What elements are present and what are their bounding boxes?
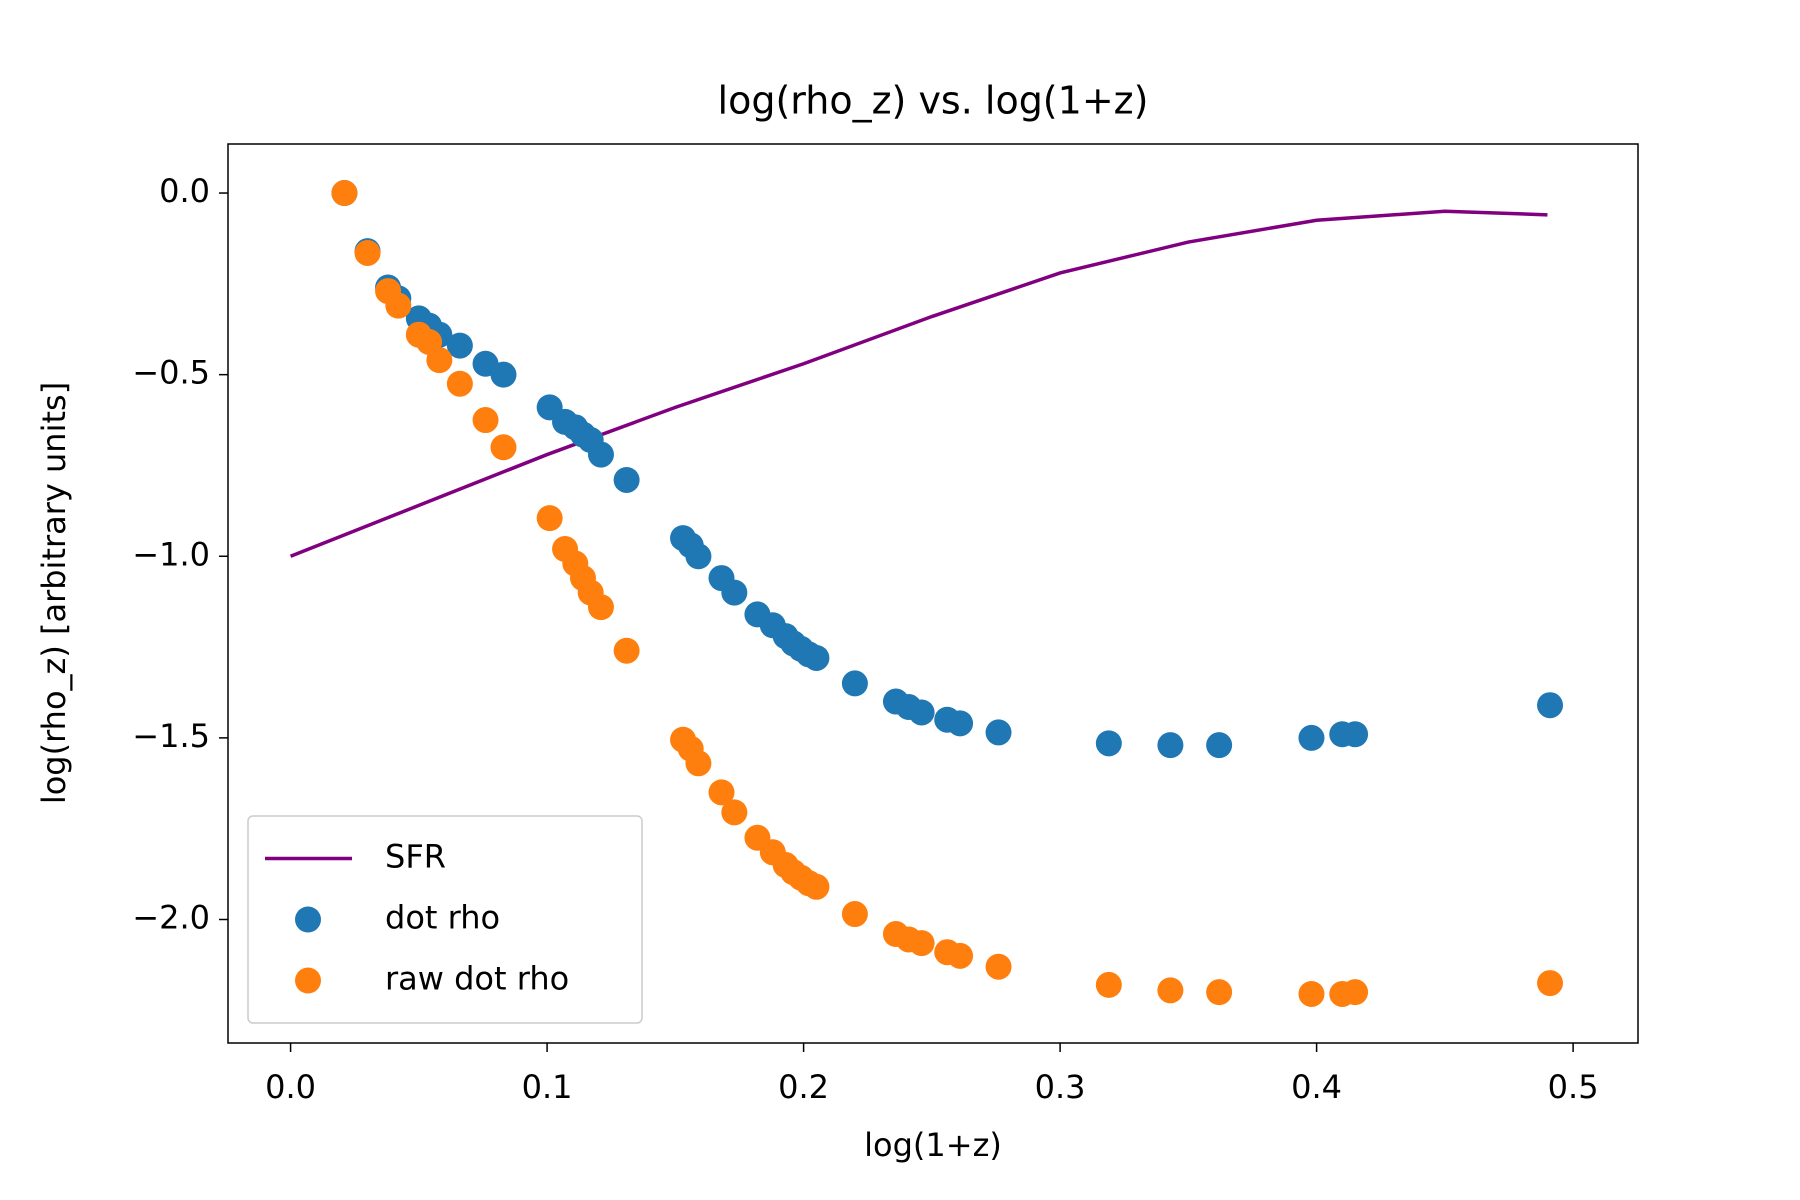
x-tick-label: 0.1 xyxy=(522,1068,573,1106)
legend-marker xyxy=(295,906,321,933)
scatter-point xyxy=(385,292,412,319)
x-tick-label: 0.3 xyxy=(1035,1068,1086,1106)
y-tick-label: −0.5 xyxy=(132,354,210,392)
scatter-point xyxy=(613,637,640,664)
legend-marker xyxy=(295,967,321,994)
scatter-point xyxy=(721,579,748,606)
scatter-point xyxy=(1157,732,1184,759)
plot-area xyxy=(289,180,1564,1007)
scatter-point xyxy=(1298,980,1325,1007)
scatter-point xyxy=(1206,979,1233,1006)
scatter-point xyxy=(1298,724,1325,751)
scatter-point xyxy=(803,873,830,900)
x-tick-label: 0.2 xyxy=(778,1068,829,1106)
scatter-point xyxy=(587,594,614,621)
y-axis-label: log(rho_z) [arbitrary units] xyxy=(35,382,73,804)
scatter-point xyxy=(708,779,735,806)
x-tick-label: 0.4 xyxy=(1291,1068,1342,1106)
scatter-point xyxy=(1537,970,1564,997)
y-tick-label: −1.0 xyxy=(132,535,210,573)
legend-label: dot rho xyxy=(385,899,500,937)
scatter-point xyxy=(1342,721,1369,748)
y-tick-label: −1.5 xyxy=(132,717,210,755)
scatter-point xyxy=(587,441,614,468)
y-tick-label: −2.0 xyxy=(132,899,210,937)
x-tick-label: 0.5 xyxy=(1548,1068,1599,1106)
scatter-point xyxy=(354,239,381,266)
scatter-point xyxy=(841,901,868,928)
x-axis-label: log(1+z) xyxy=(864,1126,1002,1164)
scatter-point xyxy=(985,719,1012,746)
scatter-point xyxy=(536,505,563,532)
scatter-point xyxy=(721,799,748,826)
scatter-point xyxy=(1157,977,1184,1004)
scatter-point xyxy=(490,434,517,461)
scatter-point xyxy=(1342,979,1369,1006)
scatter-point xyxy=(446,370,473,397)
scatter-point xyxy=(685,543,712,570)
scatter-point xyxy=(947,710,974,737)
axes-frame xyxy=(227,143,1639,1044)
scatter-point xyxy=(613,466,640,493)
scatter-point xyxy=(947,942,974,969)
legend-label: SFR xyxy=(385,838,446,876)
scatter-point xyxy=(803,644,830,671)
chart-title: log(rho_z) vs. log(1+z) xyxy=(718,79,1149,123)
x-tick-label: 0.0 xyxy=(265,1068,316,1106)
scatter-point xyxy=(908,930,935,957)
scatter-point xyxy=(1206,732,1233,759)
scatter-point xyxy=(490,361,517,388)
scatter-point xyxy=(1095,971,1122,998)
scatter-point xyxy=(331,180,358,207)
scatter-point xyxy=(1537,692,1564,719)
scatter-point xyxy=(841,670,868,697)
scatter-point xyxy=(685,750,712,777)
scatter-point xyxy=(985,953,1012,980)
scatter-point xyxy=(472,407,499,434)
legend-box xyxy=(247,815,643,1024)
scatter-point xyxy=(908,699,935,726)
scatter-point xyxy=(446,332,473,359)
line xyxy=(289,209,1548,558)
scatter-point xyxy=(1095,730,1122,757)
scatter-point xyxy=(426,347,453,374)
legend-label: raw dot rho xyxy=(385,960,569,998)
y-tick-label: 0.0 xyxy=(159,172,210,210)
